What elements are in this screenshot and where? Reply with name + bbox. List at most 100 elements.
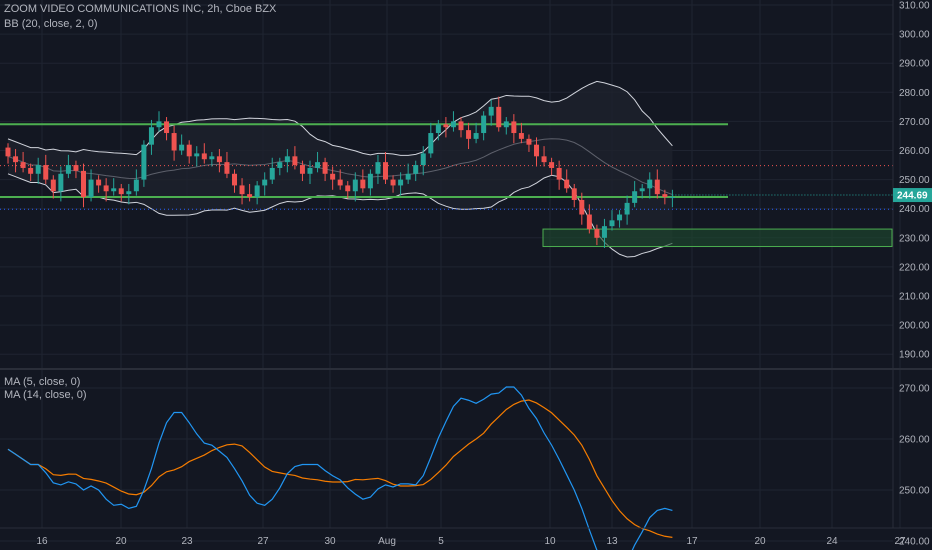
candle-body — [579, 199, 585, 215]
candle-body — [96, 179, 102, 186]
candle-body — [13, 156, 19, 163]
candle-body — [503, 121, 509, 128]
time-tick-label: 13 — [606, 536, 618, 547]
candle-body — [617, 214, 623, 221]
candle-body — [398, 179, 404, 186]
support-zone-rect[interactable] — [542, 228, 893, 248]
candle-body — [632, 191, 638, 203]
candle-body — [254, 185, 260, 198]
candle-body — [111, 188, 117, 192]
candle-body — [315, 162, 321, 168]
candle-body — [488, 106, 494, 116]
time-tick-label: 16 — [36, 536, 48, 547]
candle-body — [262, 179, 268, 186]
candle-body — [352, 179, 358, 192]
candle-body — [601, 226, 607, 238]
bb-legend[interactable]: BB (20, close, 2, 0) — [4, 18, 98, 30]
ma-tick-label: 240.00 — [899, 537, 930, 548]
candle-body — [103, 185, 109, 192]
time-tick-label: Aug — [378, 536, 396, 547]
ma14-line[interactable] — [7, 399, 673, 538]
ma14-legend[interactable]: MA (14, close, 0) — [4, 389, 87, 401]
candle-body — [541, 156, 547, 163]
price-tick-label: 310.00 — [899, 1, 930, 12]
candle-body — [405, 173, 411, 180]
candle-body — [556, 167, 562, 180]
price-tick-label: 210.00 — [899, 292, 930, 303]
candle-body — [224, 162, 230, 174]
price-tick-label: 270.00 — [899, 117, 930, 128]
candle-body — [88, 179, 94, 198]
candle-body — [179, 144, 185, 151]
candle-body — [481, 115, 487, 134]
candle-body — [511, 121, 517, 134]
candle-body — [164, 121, 170, 134]
ma5-line[interactable] — [7, 386, 673, 550]
time-tick-label: 5 — [438, 536, 444, 547]
time-tick-label: 24 — [826, 536, 838, 547]
symbol-legend[interactable]: ZOOM VIDEO COMMUNICATIONS INC, 2h, Cboe … — [4, 3, 277, 15]
candle-body — [292, 156, 298, 166]
candle-body — [496, 106, 502, 128]
candle-body — [571, 188, 577, 200]
time-tick-label: 20 — [754, 536, 766, 547]
time-tick-label: 30 — [324, 536, 336, 547]
price-tick-label: 260.00 — [899, 146, 930, 157]
candle-body — [624, 202, 630, 215]
candle-body — [277, 162, 283, 168]
candle-body — [662, 194, 668, 198]
bb-upper-line[interactable] — [7, 80, 673, 156]
candle-body — [209, 156, 215, 160]
candle-body — [194, 153, 200, 157]
candle-body — [383, 162, 388, 180]
candle-body — [390, 179, 396, 186]
candle-body — [43, 165, 49, 180]
horizontal-levels — [0, 123, 893, 248]
candle-body — [201, 153, 207, 160]
candle-body — [413, 165, 419, 174]
candle-body — [126, 191, 132, 195]
price-tick-label: 280.00 — [899, 88, 930, 99]
candle-body — [5, 147, 11, 157]
candle-body — [28, 167, 34, 174]
price-tick-label: 240.00 — [899, 204, 930, 215]
candle-body — [35, 165, 41, 174]
candle-body — [186, 144, 192, 157]
candle-body — [322, 162, 328, 174]
price-tick-label: 220.00 — [899, 262, 930, 273]
candle-body — [247, 194, 253, 198]
price-tick-label: 230.00 — [899, 233, 930, 244]
time-tick-label: 17 — [686, 536, 698, 547]
candle-body — [458, 121, 464, 131]
price-tick-label: 250.00 — [899, 175, 930, 186]
ma-tick-label: 250.00 — [899, 486, 930, 497]
candle-body — [428, 133, 434, 154]
candle-body — [443, 124, 449, 128]
ma-tick-label: 260.00 — [899, 435, 930, 446]
candle-body — [450, 121, 456, 128]
candle-body — [367, 173, 373, 189]
candle-body — [141, 144, 147, 180]
candle-body — [345, 185, 351, 192]
ma5-legend[interactable]: MA (5, close, 0) — [4, 376, 81, 388]
candle-body — [564, 179, 570, 189]
candle-body — [50, 179, 56, 192]
candle-body — [609, 220, 615, 227]
price-tick-label: 200.00 — [899, 321, 930, 332]
time-tick-label: 23 — [181, 536, 193, 547]
candle-body — [65, 165, 71, 174]
price-tick-label: 190.00 — [899, 350, 930, 361]
candle-body — [473, 133, 479, 139]
candle-body — [299, 165, 305, 174]
time-tick-label: 20 — [115, 536, 127, 547]
time-tick-label: 27 — [257, 536, 269, 547]
candle-body — [81, 170, 86, 198]
last-price-badge[interactable] — [893, 188, 932, 203]
candle-body — [148, 127, 154, 145]
price-tick-label: 290.00 — [899, 59, 930, 70]
candlestick-series — [5, 96, 675, 248]
ma-tick-label: 270.00 — [899, 384, 930, 395]
